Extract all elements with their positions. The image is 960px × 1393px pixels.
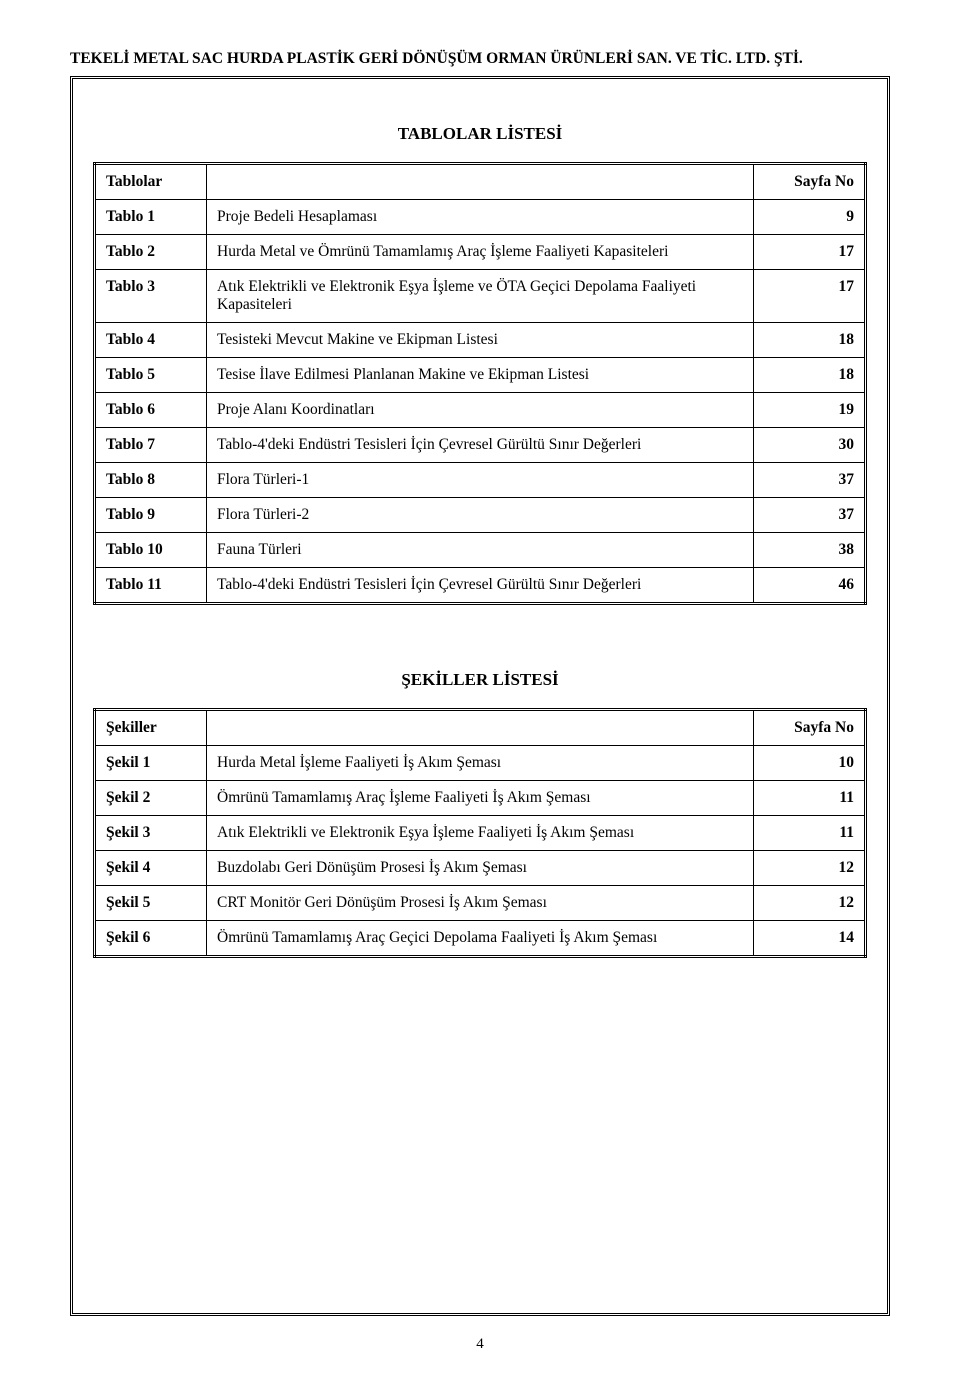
row-page: 37 xyxy=(754,498,866,533)
row-label: Tablo 5 xyxy=(95,358,207,393)
table-row: Şekil 3Atık Elektrikli ve Elektronik Eşy… xyxy=(95,816,866,851)
row-page: 17 xyxy=(754,235,866,270)
tables-header-label: Tablolar xyxy=(95,164,207,200)
row-page: 38 xyxy=(754,533,866,568)
row-page: 9 xyxy=(754,200,866,235)
figures-header-page: Sayfa No xyxy=(754,710,866,746)
row-description: Tesise İlave Edilmesi Planlanan Makine v… xyxy=(207,358,754,393)
table-row: Tablo 3Atık Elektrikli ve Elektronik Eşy… xyxy=(95,270,866,323)
table-row: Şekil 1Hurda Metal İşleme Faaliyeti İş A… xyxy=(95,746,866,781)
row-description: Hurda Metal İşleme Faaliyeti İş Akım Şem… xyxy=(207,746,754,781)
row-description: Ömrünü Tamamlamış Araç İşleme Faaliyeti … xyxy=(207,781,754,816)
row-label: Tablo 11 xyxy=(95,568,207,604)
company-header: TEKELİ METAL SAC HURDA PLASTİK GERİ DÖNÜ… xyxy=(70,50,890,68)
row-label: Tablo 1 xyxy=(95,200,207,235)
row-page: 11 xyxy=(754,781,866,816)
table-row: Tablo 7Tablo-4'deki Endüstri Tesisleri İ… xyxy=(95,428,866,463)
row-label: Tablo 3 xyxy=(95,270,207,323)
row-label: Şekil 3 xyxy=(95,816,207,851)
row-label: Şekil 4 xyxy=(95,851,207,886)
row-page: 18 xyxy=(754,323,866,358)
table-row: Şekil 6Ömrünü Tamamlamış Araç Geçici Dep… xyxy=(95,921,866,957)
row-page: 12 xyxy=(754,851,866,886)
figures-header-row: Şekiller Sayfa No xyxy=(95,710,866,746)
row-page: 46 xyxy=(754,568,866,604)
table-row: Tablo 8Flora Türleri-137 xyxy=(95,463,866,498)
table-row: Şekil 4Buzdolabı Geri Dönüşüm Prosesi İş… xyxy=(95,851,866,886)
content-border: TABLOLAR LİSTESİ Tablolar Sayfa No Tablo… xyxy=(70,76,890,1316)
row-description: Tablo-4'deki Endüstri Tesisleri İçin Çev… xyxy=(207,428,754,463)
row-description: Atık Elektrikli ve Elektronik Eşya İşlem… xyxy=(207,270,754,323)
table-row: Şekil 5CRT Monitör Geri Dönüşüm Prosesi … xyxy=(95,886,866,921)
table-row: Şekil 2Ömrünü Tamamlamış Araç İşleme Faa… xyxy=(95,781,866,816)
row-page: 10 xyxy=(754,746,866,781)
page-number: 4 xyxy=(0,1336,960,1353)
tables-listing: Tablolar Sayfa No Tablo 1Proje Bedeli He… xyxy=(93,162,867,605)
row-description: Ömrünü Tamamlamış Araç Geçici Depolama F… xyxy=(207,921,754,957)
row-page: 17 xyxy=(754,270,866,323)
row-label: Tablo 6 xyxy=(95,393,207,428)
row-page: 12 xyxy=(754,886,866,921)
page-container: TEKELİ METAL SAC HURDA PLASTİK GERİ DÖNÜ… xyxy=(0,0,960,1393)
table-row: Tablo 6Proje Alanı Koordinatları19 xyxy=(95,393,866,428)
row-label: Şekil 1 xyxy=(95,746,207,781)
figures-header-desc xyxy=(207,710,754,746)
figures-header-label: Şekiller xyxy=(95,710,207,746)
table-row: Tablo 9Flora Türleri-237 xyxy=(95,498,866,533)
row-description: Proje Alanı Koordinatları xyxy=(207,393,754,428)
figures-listing: Şekiller Sayfa No Şekil 1Hurda Metal İşl… xyxy=(93,708,867,958)
row-description: Tesisteki Mevcut Makine ve Ekipman Liste… xyxy=(207,323,754,358)
row-description: Flora Türleri-1 xyxy=(207,463,754,498)
row-label: Tablo 2 xyxy=(95,235,207,270)
table-row: Tablo 5Tesise İlave Edilmesi Planlanan M… xyxy=(95,358,866,393)
row-label: Tablo 7 xyxy=(95,428,207,463)
row-description: Fauna Türleri xyxy=(207,533,754,568)
row-page: 14 xyxy=(754,921,866,957)
tables-header-desc xyxy=(207,164,754,200)
tables-list-title: TABLOLAR LİSTESİ xyxy=(93,124,867,144)
row-description: Atık Elektrikli ve Elektronik Eşya İşlem… xyxy=(207,816,754,851)
row-label: Şekil 2 xyxy=(95,781,207,816)
row-page: 19 xyxy=(754,393,866,428)
row-page: 18 xyxy=(754,358,866,393)
row-description: Tablo-4'deki Endüstri Tesisleri İçin Çev… xyxy=(207,568,754,604)
row-description: Hurda Metal ve Ömrünü Tamamlamış Araç İş… xyxy=(207,235,754,270)
row-label: Tablo 8 xyxy=(95,463,207,498)
row-description: Proje Bedeli Hesaplaması xyxy=(207,200,754,235)
tables-header-page: Sayfa No xyxy=(754,164,866,200)
row-label: Şekil 5 xyxy=(95,886,207,921)
row-label: Tablo 9 xyxy=(95,498,207,533)
table-row: Tablo 1Proje Bedeli Hesaplaması9 xyxy=(95,200,866,235)
row-label: Tablo 4 xyxy=(95,323,207,358)
row-label: Tablo 10 xyxy=(95,533,207,568)
row-label: Şekil 6 xyxy=(95,921,207,957)
figures-list-title: ŞEKİLLER LİSTESİ xyxy=(93,670,867,690)
row-page: 11 xyxy=(754,816,866,851)
tables-header-row: Tablolar Sayfa No xyxy=(95,164,866,200)
table-row: Tablo 2Hurda Metal ve Ömrünü Tamamlamış … xyxy=(95,235,866,270)
row-description: Flora Türleri-2 xyxy=(207,498,754,533)
row-page: 30 xyxy=(754,428,866,463)
row-page: 37 xyxy=(754,463,866,498)
table-row: Tablo 10Fauna Türleri38 xyxy=(95,533,866,568)
row-description: CRT Monitör Geri Dönüşüm Prosesi İş Akım… xyxy=(207,886,754,921)
table-row: Tablo 4Tesisteki Mevcut Makine ve Ekipma… xyxy=(95,323,866,358)
row-description: Buzdolabı Geri Dönüşüm Prosesi İş Akım Ş… xyxy=(207,851,754,886)
table-row: Tablo 11Tablo-4'deki Endüstri Tesisleri … xyxy=(95,568,866,604)
